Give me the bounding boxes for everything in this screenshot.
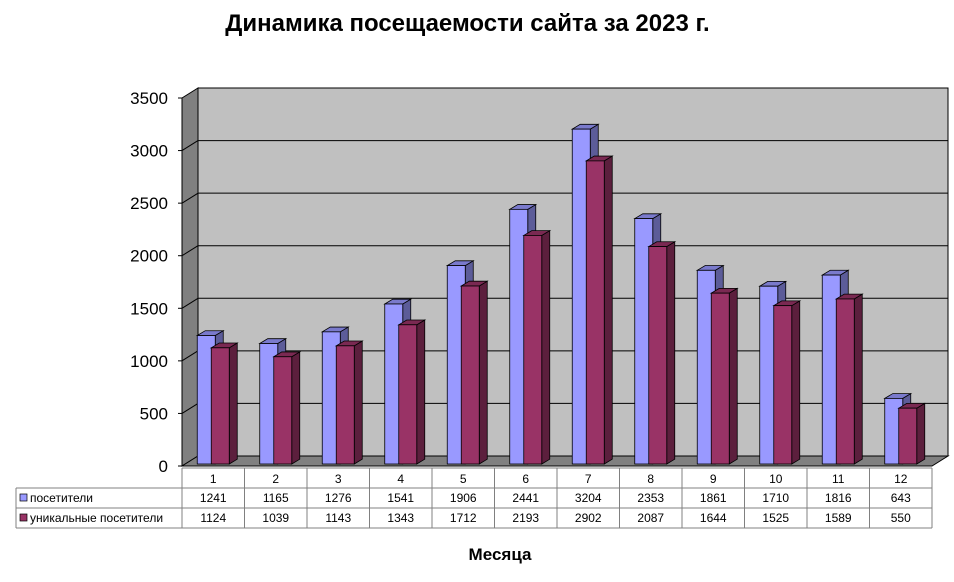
data-label: 1541 <box>387 491 414 505</box>
legend-label: уникальные посетители <box>30 511 163 525</box>
y-tick-label: 3000 <box>130 142 168 161</box>
x-tick-label: 6 <box>522 472 529 486</box>
data-label: 1589 <box>825 511 852 525</box>
data-label: 1343 <box>387 511 414 525</box>
bar <box>398 324 418 465</box>
x-tick-label: 5 <box>460 472 467 486</box>
gridline-side <box>181 297 199 309</box>
x-tick-label: 9 <box>710 472 717 486</box>
bar-side <box>603 155 613 465</box>
x-tick-label: 1 <box>210 472 217 486</box>
data-label: 2193 <box>512 511 539 525</box>
y-tick-label: 2000 <box>130 247 168 266</box>
y-tick-label: 1000 <box>130 352 168 371</box>
chart-title: Динамика посещаемости сайта за 2023 г. <box>225 10 710 37</box>
x-tick-label: 7 <box>585 472 592 486</box>
bar-side <box>916 402 926 465</box>
data-label: 1525 <box>762 511 789 525</box>
gridline-side <box>181 403 199 414</box>
bar <box>585 160 605 465</box>
data-label: 2441 <box>512 491 539 505</box>
data-label: 1165 <box>263 491 289 505</box>
data-label: 1861 <box>700 491 727 505</box>
bar-side <box>666 241 676 465</box>
y-tick-label: 3500 <box>130 89 168 108</box>
bar <box>773 305 793 465</box>
bar <box>460 285 480 465</box>
gridline-side <box>181 245 199 257</box>
data-label: 1276 <box>325 491 352 505</box>
x-tick-label: 12 <box>894 472 908 486</box>
side-wall <box>181 87 199 467</box>
x-tick-label: 11 <box>832 472 845 486</box>
y-tick-label: 2500 <box>130 194 168 213</box>
legend-swatch <box>19 513 28 522</box>
gridline-side <box>181 350 199 362</box>
bar-side <box>728 287 738 465</box>
x-tick-label: 2 <box>272 472 279 486</box>
data-label: 1039 <box>262 511 289 525</box>
gridline-side <box>181 192 199 204</box>
bar-side <box>791 300 801 465</box>
y-tick-label: 500 <box>140 404 168 423</box>
data-label: 2087 <box>637 511 664 525</box>
bar <box>710 292 730 465</box>
data-label: 1241 <box>200 491 227 505</box>
x-tick-label: 4 <box>397 472 404 486</box>
legend-label: посетители <box>30 491 93 505</box>
bar <box>648 246 668 465</box>
data-label: 3204 <box>575 491 602 505</box>
data-label: 1124 <box>200 511 226 525</box>
x-tick-label: 10 <box>769 472 783 486</box>
bar <box>335 345 355 465</box>
y-axis-ticks: 0 500 1000 1500 2000 2500 3000 3500 <box>130 89 183 476</box>
data-label: 1816 <box>825 491 852 505</box>
y-tick-label: 0 <box>159 457 168 476</box>
data-label: 2353 <box>637 491 664 505</box>
bar <box>835 298 855 465</box>
bars <box>195 123 927 465</box>
data-label: 1712 <box>450 511 477 525</box>
legend-swatch <box>19 493 28 502</box>
data-label: 1906 <box>450 491 477 505</box>
x-tick-label: 3 <box>335 472 342 486</box>
bar-side <box>353 340 363 465</box>
bar <box>523 235 543 465</box>
x-tick-label: 8 <box>647 472 654 486</box>
gridline-side <box>181 140 199 151</box>
data-label: 550 <box>891 511 911 525</box>
floor <box>180 455 950 467</box>
bar-side <box>478 280 488 465</box>
bar <box>210 347 230 465</box>
bar-side <box>853 293 863 465</box>
data-label: 1710 <box>762 491 789 505</box>
bar <box>273 356 293 465</box>
bar-side <box>541 229 551 465</box>
data-label: 1143 <box>325 511 351 525</box>
y-tick-label: 1500 <box>130 299 168 318</box>
bar-side <box>291 351 301 465</box>
bar <box>898 407 918 465</box>
data-label: 2902 <box>575 511 602 525</box>
data-label: 643 <box>891 491 911 505</box>
bar-side <box>228 342 238 465</box>
bar-side <box>416 319 426 465</box>
x-axis-label: Месяца <box>468 545 532 564</box>
data-label: 1644 <box>700 511 727 525</box>
